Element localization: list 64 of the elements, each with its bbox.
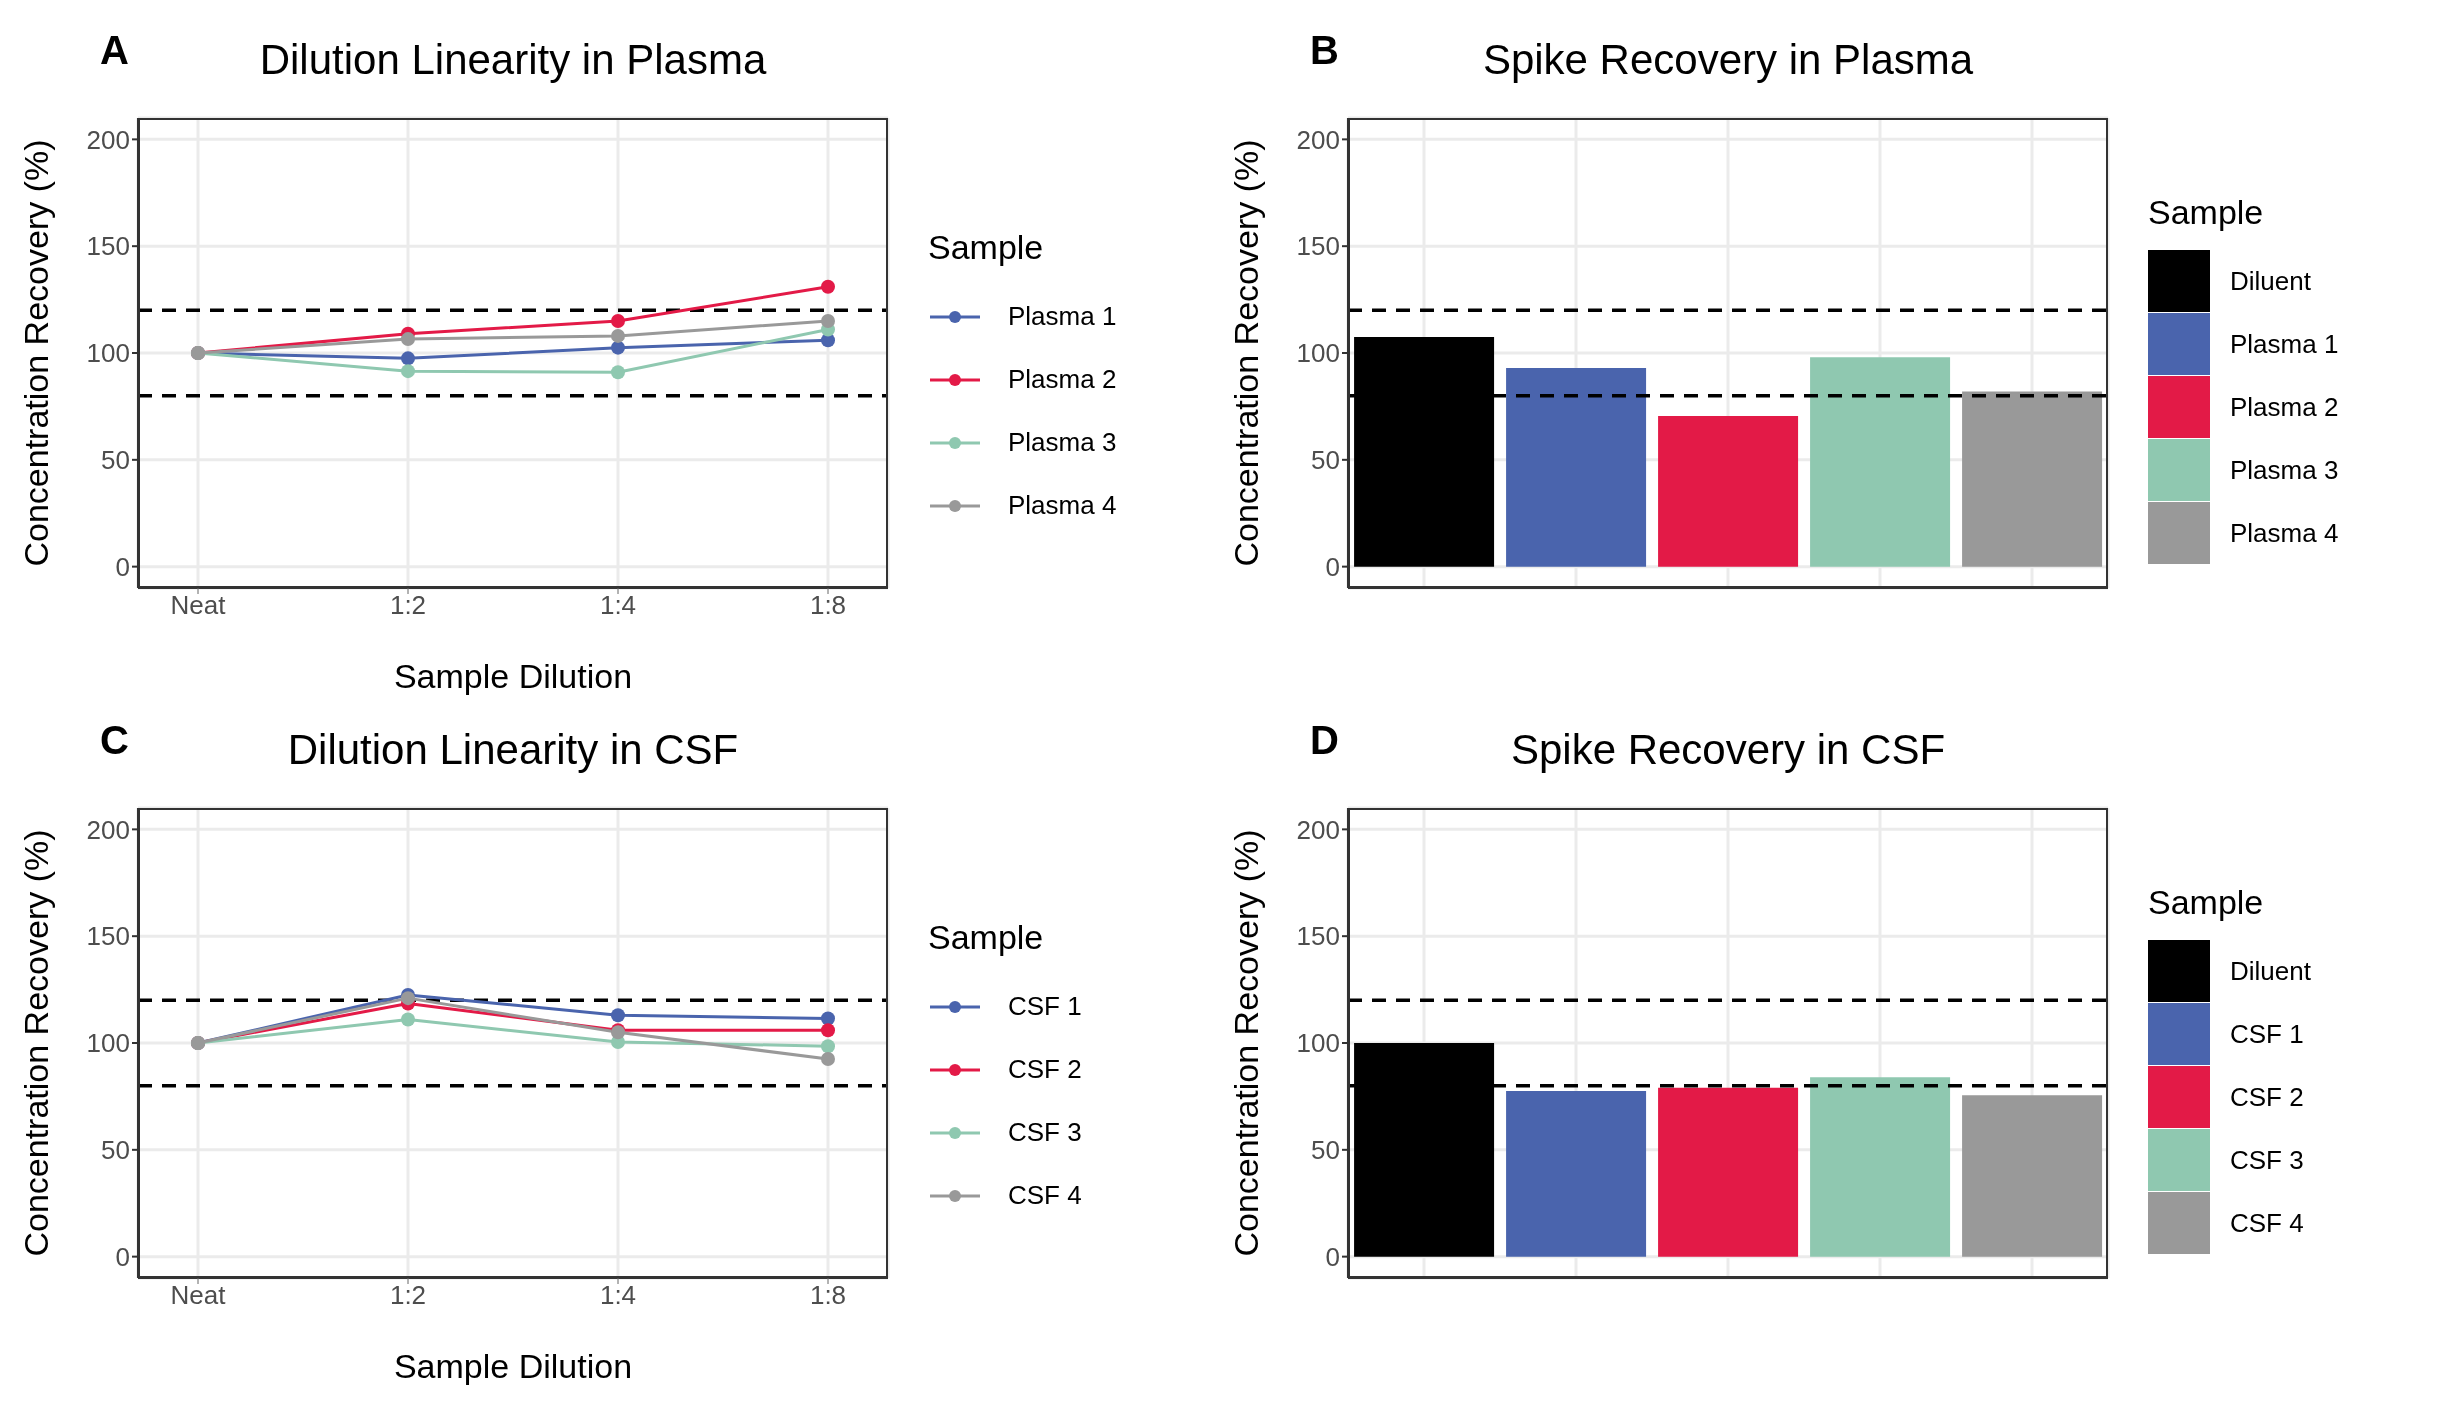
legend-title: Sample: [2148, 883, 2265, 922]
legend-title: Sample: [928, 228, 1045, 267]
legend-label: CSF 4: [1008, 1180, 1082, 1211]
y-tick-label: 200: [1296, 124, 1340, 155]
legend-title: Sample: [928, 918, 1045, 957]
y-tick-label: 0: [115, 551, 130, 582]
x-tick-label: Neat: [170, 590, 227, 621]
y-tick-label: 50: [101, 1135, 130, 1166]
legend-label: Plasma 1: [2230, 329, 2339, 360]
y-tick-label: 100: [86, 338, 130, 369]
chart-title: Spike Recovery in CSF: [1509, 726, 1947, 774]
legend-label: CSF 4: [2230, 1208, 2304, 1239]
legend-label: CSF 3: [2230, 1145, 2304, 1176]
legend-label: CSF 2: [1008, 1054, 1082, 1085]
y-tick-label: 150: [1296, 921, 1340, 952]
text: D: [1310, 718, 1339, 763]
y-tick-label: 150: [86, 921, 130, 952]
y-tick-label: 100: [1296, 338, 1340, 369]
legend-label: CSF 3: [1008, 1117, 1082, 1148]
legend-label: CSF 2: [2230, 1082, 2304, 1113]
y-tick-label: 150: [86, 231, 130, 262]
x-axis-title: Sample Dilution: [393, 657, 633, 695]
y-axis-title: Concentration Recovery (%): [17, 139, 56, 567]
x-tick-label: 1:8: [809, 590, 847, 621]
legend-label: Diluent: [2230, 956, 2311, 987]
legend-label: CSF 1: [2230, 1019, 2304, 1050]
x-tick-label: 1:2: [389, 1280, 427, 1311]
y-tick-label: 100: [1296, 1028, 1340, 1059]
y-axis-title: Concentration Recovery (%): [1227, 829, 1266, 1257]
chart-title: Dilution Linearity in CSF: [286, 726, 740, 774]
x-tick-label: Neat: [170, 1280, 227, 1311]
x-tick-label: 1:2: [389, 590, 427, 621]
x-tick-label: 1:8: [809, 1280, 847, 1311]
legend-title: Sample: [2148, 193, 2265, 232]
legend-label: Plasma 2: [2230, 392, 2339, 423]
legend-label: Plasma 4: [2230, 518, 2339, 549]
y-tick-label: 50: [101, 445, 130, 476]
y-tick-label: 50: [1311, 445, 1340, 476]
y-tick-label: 200: [86, 124, 130, 155]
x-tick-label: 1:4: [599, 590, 637, 621]
y-tick-label: 0: [1325, 551, 1340, 582]
legend-label: Plasma 2: [1008, 364, 1117, 395]
y-tick-label: 50: [1311, 1135, 1340, 1166]
y-tick-label: 0: [1325, 1241, 1340, 1272]
y-tick-label: 200: [86, 814, 130, 845]
text: C: [100, 718, 129, 763]
legend-label: Plasma 4: [1008, 490, 1117, 521]
text: A: [100, 28, 129, 73]
legend-label: Plasma 1: [1008, 301, 1117, 332]
chart-title: Dilution Linearity in Plasma: [258, 36, 768, 84]
x-axis-title: Sample Dilution: [393, 1347, 633, 1385]
x-tick-label: 1:4: [599, 1280, 637, 1311]
legend-label: CSF 1: [1008, 991, 1082, 1022]
legend-label: Plasma 3: [1008, 427, 1117, 458]
y-tick-label: 100: [86, 1028, 130, 1059]
y-tick-label: 200: [1296, 814, 1340, 845]
text: B: [1310, 28, 1339, 73]
y-tick-label: 150: [1296, 231, 1340, 262]
y-tick-label: 0: [115, 1241, 130, 1272]
chart-title: Spike Recovery in Plasma: [1481, 36, 1975, 84]
legend-label: Plasma 3: [2230, 455, 2339, 486]
legend-label: Diluent: [2230, 266, 2311, 297]
y-axis-title: Concentration Recovery (%): [1227, 139, 1266, 567]
y-axis-title: Concentration Recovery (%): [17, 829, 56, 1257]
